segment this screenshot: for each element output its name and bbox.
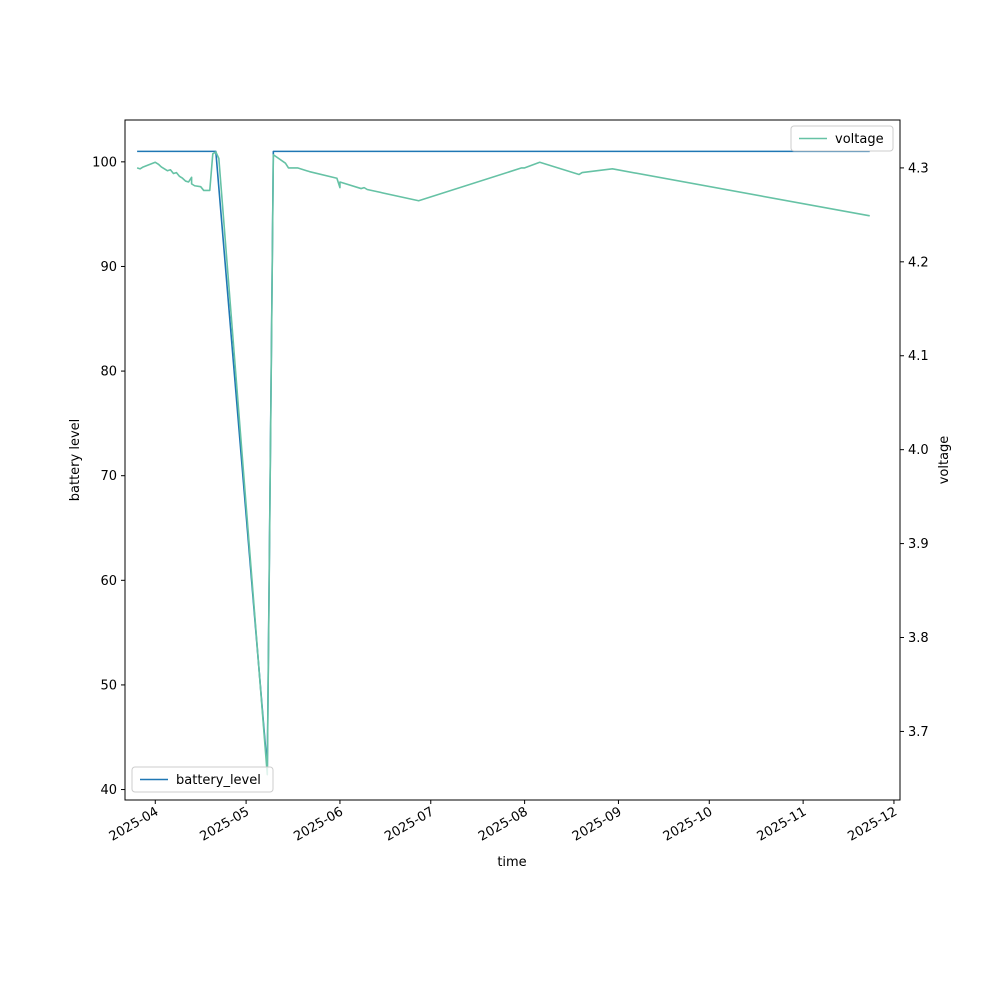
legends: voltage battery_level	[131, 125, 894, 793]
right-y-tick-label: 3.7	[908, 725, 929, 740]
left-y-axis-label: battery level	[68, 419, 83, 502]
series-line-voltage	[136, 151, 870, 776]
left-y-tick-label: 50	[100, 678, 117, 693]
right-y-tick-label: 4.0	[908, 443, 929, 458]
series-line-battery-level	[137, 150, 870, 770]
right-y-tick-label: 3.9	[908, 537, 929, 552]
right-y-axis-label: voltage	[937, 436, 952, 485]
right-y-tick-label: 3.8	[908, 631, 929, 646]
x-axis-label: time	[497, 855, 526, 870]
left-y-tick-label: 100	[92, 155, 117, 170]
right-y-tick-label: 4.3	[908, 161, 929, 176]
legend-battery-level: battery_level	[131, 766, 274, 793]
legend-box	[131, 766, 274, 793]
left-y-tick-label: 40	[100, 783, 117, 798]
legend-box	[790, 125, 894, 152]
left-y-tick-label: 60	[100, 574, 117, 589]
plot-frame	[124, 119, 901, 801]
legend-label: voltage	[835, 132, 884, 147]
plot-area	[136, 150, 870, 776]
right-y-tick-label: 4.1	[908, 349, 929, 364]
legend-voltage: voltage	[790, 125, 894, 152]
right-y-tick-label: 4.2	[908, 255, 929, 270]
legend-label: battery_level	[176, 773, 261, 788]
left-y-tick-label: 70	[100, 469, 117, 484]
left-y-tick-label: 80	[100, 365, 117, 380]
left-y-tick-label: 90	[100, 260, 117, 275]
